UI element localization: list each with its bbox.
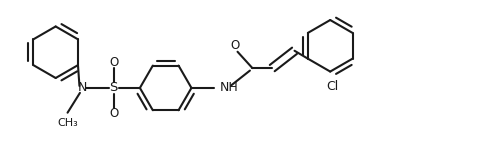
Text: O: O [109,56,118,69]
Text: Cl: Cl [327,81,339,93]
Text: CH₃: CH₃ [57,118,78,128]
Text: O: O [109,107,118,120]
Text: NH: NH [220,81,239,94]
Text: S: S [110,81,118,94]
Text: N: N [78,81,87,94]
Text: O: O [230,39,240,52]
